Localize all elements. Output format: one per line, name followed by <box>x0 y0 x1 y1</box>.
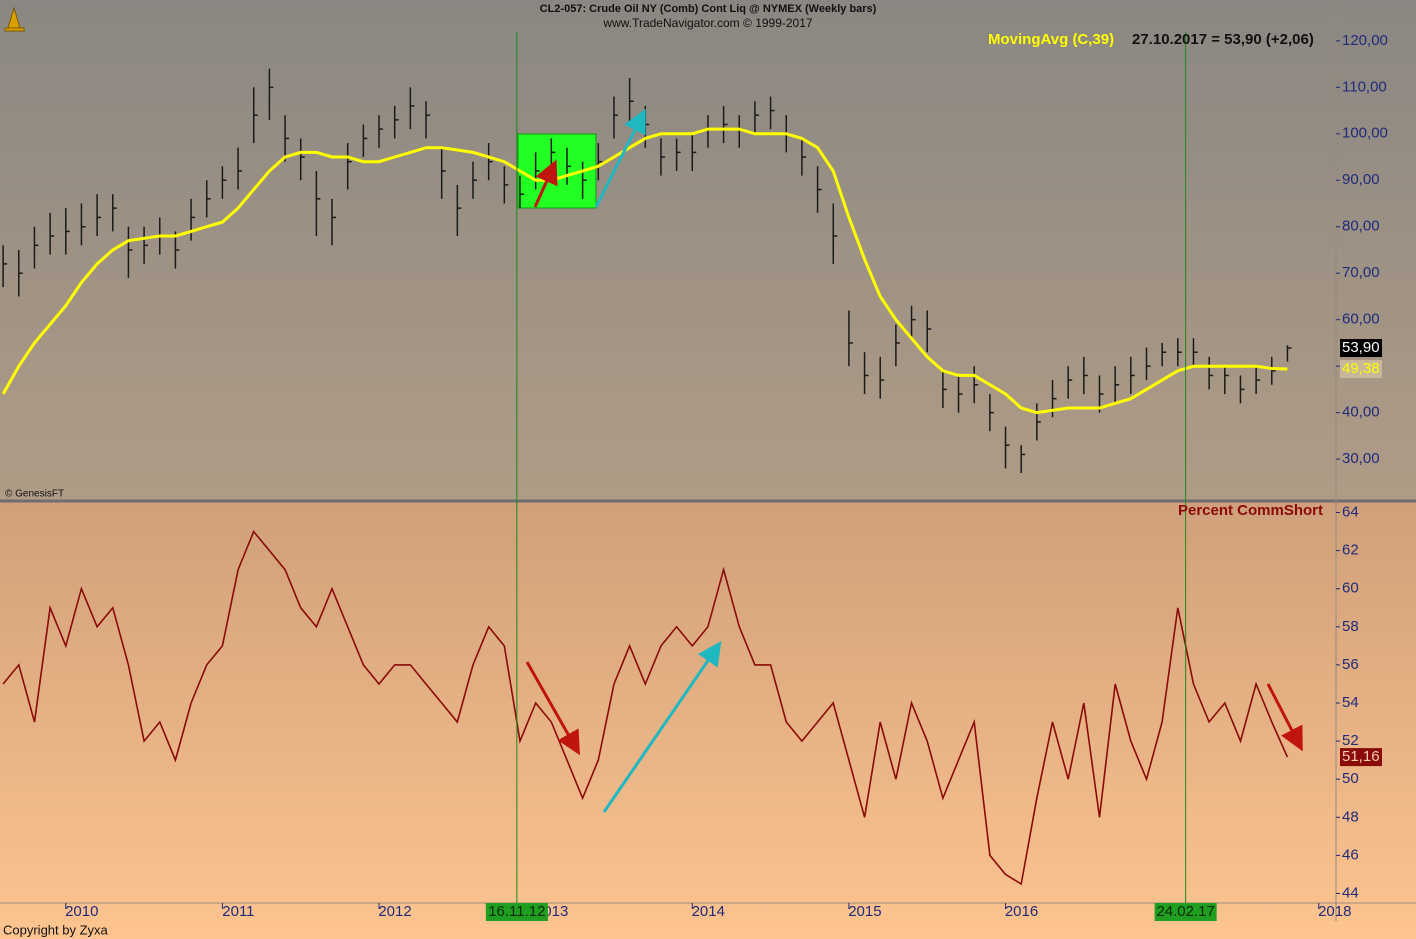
y-tick-label: 56 <box>1342 656 1359 673</box>
x-tick-label: 2012 <box>378 903 411 920</box>
arrow <box>602 641 722 813</box>
x-tick-label: 2018 <box>1318 903 1351 920</box>
plot: 30,0040,0050,0060,0070,0080,0090,00100,0… <box>1 32 1388 921</box>
y-tick-label: 120,00 <box>1342 32 1388 49</box>
last-price-box <box>1340 339 1382 358</box>
copyright: Copyright by Zyxa <box>3 922 109 937</box>
arrow <box>525 661 580 756</box>
last-value-label: 49,38 <box>1342 360 1380 377</box>
x-tick-label: 2016 <box>1005 903 1038 920</box>
last-value-box <box>1340 748 1382 767</box>
y-tick-label: 58 <box>1342 618 1359 635</box>
y-tick-label: 30,00 <box>1342 450 1380 467</box>
y-tick-label: 90,00 <box>1342 171 1380 188</box>
x-tick-label: 2011 <box>222 903 254 920</box>
arrow <box>533 159 558 208</box>
chart-title: CL2-057: Crude Oil NY (Comb) Cont Liq @ … <box>540 3 877 15</box>
y-tick-label: 44 <box>1342 884 1359 901</box>
moving-average <box>1 127 1288 415</box>
indicator-line <box>2 530 1289 886</box>
y-tick-label: 46 <box>1342 846 1359 863</box>
legend-entry: Percent CommShort <box>1178 502 1323 519</box>
arrow <box>594 108 646 208</box>
date-marker-label: 16.11.12 <box>488 903 545 920</box>
price-panel <box>0 0 1416 501</box>
y-tick-label: 52 <box>1342 732 1359 749</box>
y-tick-label: 48 <box>1342 808 1359 825</box>
arrow <box>1266 683 1303 752</box>
last-price-label: 53,90 <box>1342 339 1380 356</box>
y-tick-label: 80,00 <box>1342 218 1380 235</box>
x-tick-label: 2010 <box>65 903 98 920</box>
chart-subtitle: www.TradeNavigator.com © 1999-2017 <box>602 16 812 30</box>
y-tick-label: 70,00 <box>1342 264 1380 281</box>
indicator-panel <box>0 502 1416 939</box>
y-tick-label: 60,00 <box>1342 311 1380 328</box>
date-marker-box <box>485 903 548 921</box>
legend-entry: MovingAvg (C,39) <box>988 31 1114 48</box>
y-tick-label: 64 <box>1342 503 1359 520</box>
y-tick-label: 60 <box>1342 580 1359 597</box>
x-tick-label: 2014 <box>692 903 725 920</box>
last-value-box <box>1340 360 1382 379</box>
y-tick-label: 50 <box>1342 770 1359 787</box>
source: © GenesisFT <box>5 489 64 500</box>
legend-value: 27.10.2017 = 53,90 (+2,06) <box>1132 31 1314 48</box>
y-tick-label: 62 <box>1342 542 1359 559</box>
y-tick-label: 54 <box>1342 694 1359 711</box>
date-marker-box <box>1154 903 1217 921</box>
x-tick-label: 2015 <box>848 903 881 920</box>
last-value-label: 51,16 <box>1342 748 1380 765</box>
y-tick-label: 110,00 <box>1342 78 1387 95</box>
y-tick-label: 100,00 <box>1342 125 1388 142</box>
footer <box>0 921 1416 939</box>
y-tick-label: 40,00 <box>1342 404 1380 421</box>
logo <box>4 6 25 32</box>
annotations <box>525 108 1303 813</box>
date-marker-label: 24.02.17 <box>1156 903 1214 920</box>
